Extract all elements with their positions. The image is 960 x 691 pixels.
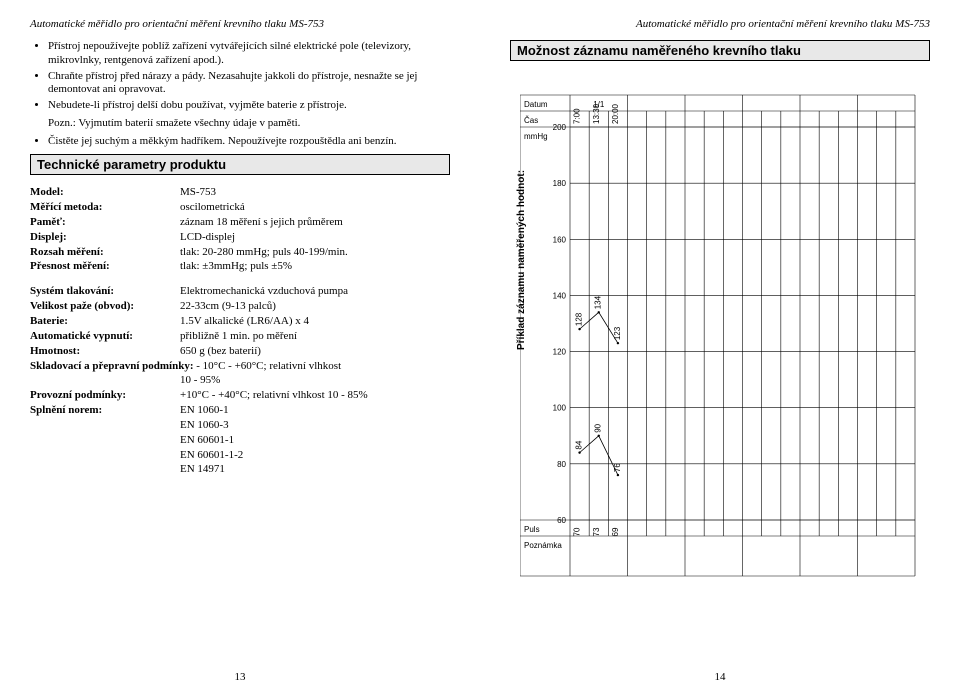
- svg-text:20:00: 20:00: [611, 103, 620, 124]
- spec-label: Splnění norem:: [30, 403, 180, 418]
- spec-value: 650 g (bez baterií): [180, 344, 450, 359]
- spec-value: 10 - 95%: [180, 373, 450, 388]
- spec-value: záznam 18 měření s jejich průměrem: [180, 215, 450, 230]
- bullet-list-b: Čistěte jej suchým a měkkým hadříkem. Ne…: [48, 135, 450, 149]
- spec-label: Měřící metoda:: [30, 200, 180, 215]
- svg-text:180: 180: [553, 179, 567, 188]
- spec-value: - 10°C - +60°C; relativní vlhkost: [196, 360, 341, 372]
- svg-text:70: 70: [573, 527, 582, 536]
- svg-text:140: 140: [553, 291, 567, 300]
- spec-label: Displej:: [30, 230, 180, 245]
- spec-storage-line: Skladovací a přepravní podmínky: - 10°C …: [30, 359, 341, 374]
- list-item: Čistěte jej suchým a měkkým hadříkem. Ne…: [48, 135, 450, 149]
- page-right: Automatické měřidlo pro orientační měřen…: [480, 0, 960, 691]
- spec-label: Velikost paže (obvod):: [30, 299, 180, 314]
- spec-value: oscilometrická: [180, 200, 450, 215]
- svg-text:123: 123: [613, 326, 622, 340]
- spec-value: +10°C - +40°C; relativní vlhkost 10 - 85…: [180, 388, 450, 403]
- spec-value: 1.5V alkalické (LR6/AA) x 4: [180, 314, 450, 329]
- spec-label: Paměť:: [30, 215, 180, 230]
- svg-text:13:30: 13:30: [592, 103, 601, 124]
- page-number-left: 13: [235, 671, 246, 683]
- spec-value: LCD-displej: [180, 230, 450, 245]
- record-chart: Příklad záznamu naměřených hodnot: 20018…: [520, 90, 920, 630]
- spec-label: Baterie:: [30, 314, 180, 329]
- svg-text:134: 134: [594, 295, 603, 309]
- bullet-list-a: Přístroj nepoužívejte poblíž zařízení vy…: [48, 40, 450, 113]
- spec-value: 22-33cm (9-13 palců): [180, 299, 450, 314]
- section-tech-params: Technické parametry produktu: [30, 154, 450, 175]
- svg-text:73: 73: [592, 527, 601, 536]
- svg-text:90: 90: [594, 423, 603, 432]
- spec-value: MS-753: [180, 185, 450, 200]
- svg-text:Čas: Čas: [524, 116, 538, 125]
- spec-table-b: Systém tlakování:Elektromechanická vzduc…: [30, 284, 450, 477]
- spec-value: Elektromechanická vzduchová pumpa: [180, 284, 450, 299]
- chart-axis-title: Příklad záznamu naměřených hodnot:: [516, 170, 527, 350]
- page-number-right: 14: [715, 671, 726, 683]
- spec-label: Automatické vypnutí:: [30, 329, 180, 344]
- svg-text:69: 69: [611, 527, 620, 536]
- list-item: Chraňte přístroj před nárazy a pády. Nez…: [48, 70, 450, 98]
- spec-value: EN 60601-1: [180, 433, 450, 448]
- spec-value: přibližně 1 min. po měření: [180, 329, 450, 344]
- spec-label: Provozní podmínky:: [30, 388, 180, 403]
- spec-value: EN 14971: [180, 462, 450, 477]
- spec-label: Rozsah měření:: [30, 245, 180, 260]
- svg-text:128: 128: [575, 312, 584, 326]
- spec-value: tlak: ±3mmHg; puls ±5%: [180, 259, 450, 274]
- svg-text:7:00: 7:00: [573, 108, 582, 124]
- spec-label: Skladovací a přepravní podmínky:: [30, 360, 194, 372]
- spec-table-a: Model:MS-753 Měřící metoda:oscilometrick…: [30, 185, 450, 274]
- svg-text:120: 120: [553, 348, 567, 357]
- spec-label: Přesnost měření:: [30, 259, 180, 274]
- spec-value: EN 1060-3: [180, 418, 450, 433]
- page-left: Automatické měřidlo pro orientační měřen…: [0, 0, 480, 691]
- list-item: Přístroj nepoužívejte poblíž zařízení vy…: [48, 40, 450, 68]
- spec-label: Hmotnost:: [30, 344, 180, 359]
- svg-text:60: 60: [557, 516, 566, 525]
- header-left: Automatické měřidlo pro orientační měřen…: [30, 18, 450, 30]
- svg-text:200: 200: [553, 123, 567, 132]
- svg-text:Datum: Datum: [524, 100, 548, 109]
- spec-value: EN 1060-1: [180, 403, 450, 418]
- svg-text:80: 80: [557, 460, 566, 469]
- svg-text:76: 76: [613, 463, 622, 472]
- svg-text:84: 84: [575, 440, 584, 449]
- svg-text:160: 160: [553, 235, 567, 244]
- spec-label: Systém tlakování:: [30, 284, 180, 299]
- svg-text:Puls: Puls: [524, 525, 540, 534]
- section-record: Možnost záznamu naměřeného krevního tlak…: [510, 40, 930, 61]
- spec-value: tlak: 20-280 mmHg; puls 40-199/min.: [180, 245, 450, 260]
- svg-text:100: 100: [553, 404, 567, 413]
- record-chart-svg: 200 180 160 140 120 100 80 60 Datum Čas mmHg Puls Po…: [520, 90, 920, 630]
- spec-value: EN 60601-1-2: [180, 448, 450, 463]
- list-item: Nebudete-li přístroj delší dobu používat…: [48, 99, 450, 113]
- spec-label: Model:: [30, 185, 180, 200]
- svg-text:Poznámka: Poznámka: [524, 541, 562, 550]
- svg-text:mmHg: mmHg: [524, 132, 548, 141]
- header-right: Automatické měřidlo pro orientační měřen…: [510, 18, 930, 30]
- note-pozn: Pozn.: Vyjmutím baterií smažete všechny …: [48, 117, 450, 131]
